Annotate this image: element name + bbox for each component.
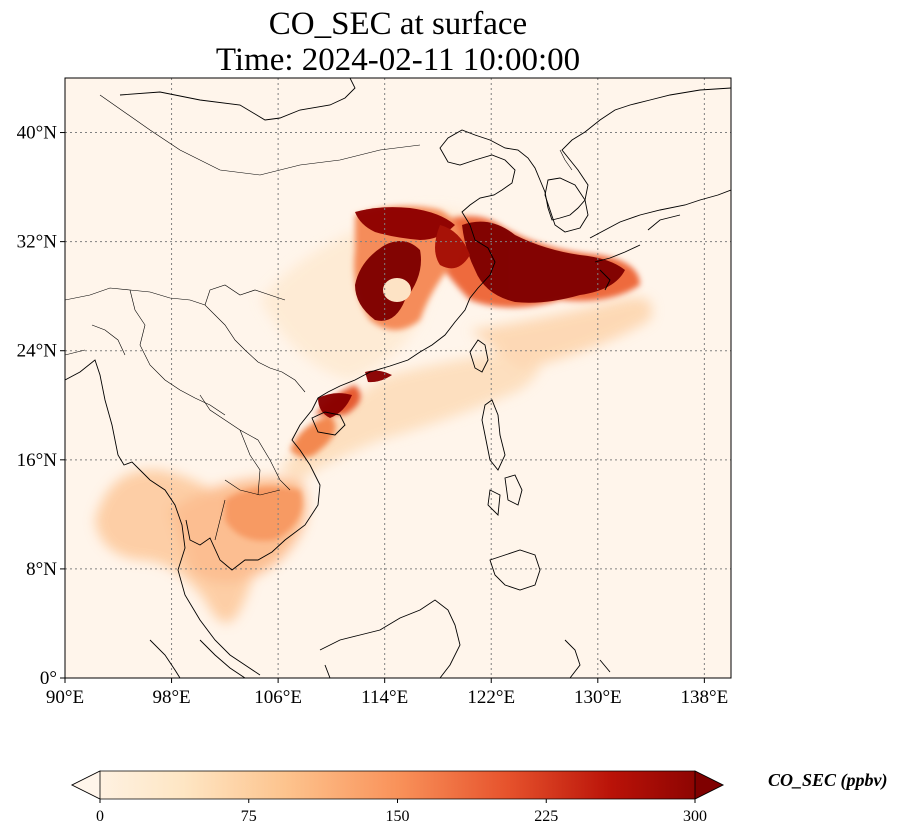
- colorbar-tick-label: 225: [534, 808, 558, 825]
- map-title: CO_SEC at surface: [268, 6, 528, 42]
- colorbar-ticks: 0 75 150 225 300: [96, 799, 707, 825]
- colorbar: 0 75 150 225 300: [71, 770, 724, 825]
- lon-tick-label: 90°E: [46, 687, 84, 708]
- lat-tick-label: 0°: [40, 668, 57, 689]
- lat-tick-label: 24°N: [17, 341, 58, 362]
- lat-tick-label: 32°N: [17, 232, 58, 253]
- colorbar-label: CO_SEC (ppbv): [768, 770, 888, 790]
- lon-tick-label: 114°E: [361, 687, 408, 708]
- lon-tick-label: 122°E: [467, 687, 515, 708]
- lon-tick-label: 106°E: [254, 687, 302, 708]
- map-axes: 90°E 98°E 106°E 114°E 122°E 130°E 138°E 0° 8°N 16…: [17, 123, 729, 708]
- map-time-subtitle: Time: 2024-02-11 10:00:00: [215, 42, 581, 78]
- coastlines: [65, 78, 731, 678]
- colorbar-gradient: [71, 770, 724, 800]
- colorbar-tick-label: 150: [386, 808, 410, 825]
- lon-tick-label: 130°E: [574, 687, 622, 708]
- country-borders: [65, 94, 573, 541]
- lon-tick-label: 98°E: [152, 687, 190, 708]
- colorbar-tick-label: 300: [683, 808, 707, 825]
- colorbar-tick-label: 75: [241, 808, 257, 825]
- lat-tick-label: 16°N: [17, 450, 58, 471]
- lat-tick-label: 8°N: [26, 559, 57, 580]
- colorbar-extend-min: [71, 770, 101, 800]
- map-frame: [64, 77, 732, 679]
- colorbar-extend-max: [694, 770, 724, 800]
- concentration-field: [95, 206, 652, 623]
- colorbar-tick-label: 0: [96, 808, 104, 825]
- lat-tick-label: 40°N: [17, 123, 58, 144]
- lon-tick-label: 138°E: [681, 687, 729, 708]
- map-gridlines: [65, 78, 731, 678]
